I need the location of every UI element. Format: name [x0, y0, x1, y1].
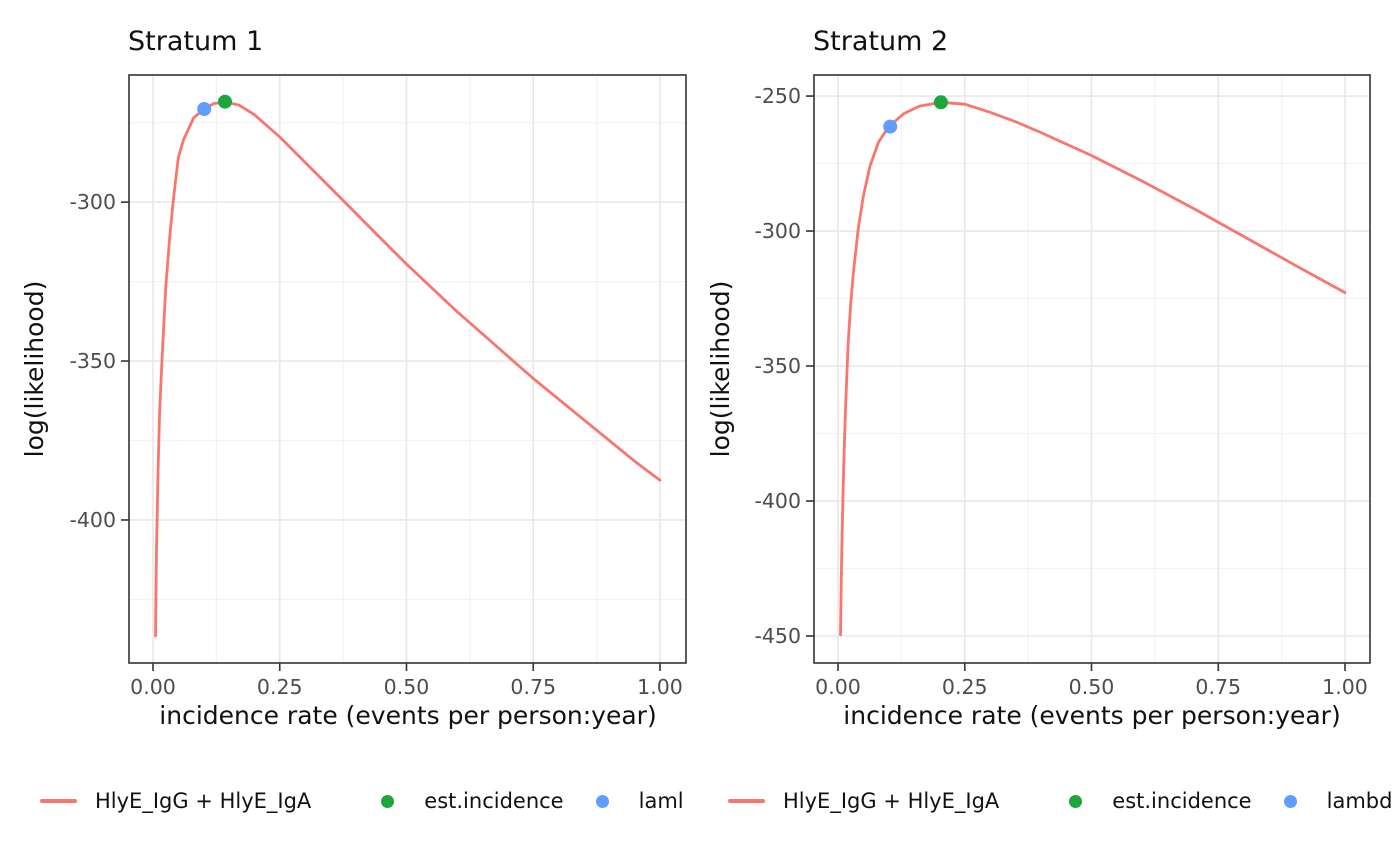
x-tick-label: 0.75 — [1195, 675, 1241, 699]
y-tick-label: -300 — [69, 190, 116, 214]
y-axis-label-right: log(likelihood) — [706, 280, 735, 458]
chart-title-stratum-1: Stratum 1 — [128, 26, 264, 57]
legend-point-swatch — [1283, 794, 1297, 808]
legend-entry-est-incidence: est.incidence — [1057, 789, 1252, 813]
marker-lambd — [883, 119, 898, 134]
legend-label: est.incidence — [1112, 789, 1252, 813]
marker-est-incidence — [217, 94, 232, 109]
legend-point-swatch — [1069, 794, 1083, 808]
x-tick-label: 0.50 — [1069, 675, 1115, 699]
plot-canvas: 0.00 0.25 0.50 0.75 1.00 -300 -350 -400 0.00 0.25… — [69, 74, 1371, 699]
legend-stratum-2: HlyE_IgG + HlyE_IgA est.incidence lambd — [728, 785, 1392, 817]
panel-1: 0.00 0.25 0.50 0.75 1.00 -300 -350 -400 — [69, 74, 687, 699]
x-tick-label: 0.50 — [384, 675, 430, 699]
legend-label: HlyE_IgG + HlyE_IgA — [783, 789, 1000, 813]
x-tick-label: 0.25 — [257, 675, 303, 699]
legend-entry-curve: HlyE_IgG + HlyE_IgA — [40, 789, 311, 813]
legend-entry-est-incidence: est.incidence — [369, 789, 564, 813]
likelihood-curve — [839, 100, 1347, 637]
y-tick-label: -400 — [754, 489, 801, 513]
legend-stratum-1: HlyE_IgG + HlyE_IgA est.incidence laml — [40, 785, 684, 817]
x-axis-label-right: incidence rate (events per person:year) — [843, 701, 1341, 730]
legend-line-swatch — [40, 799, 77, 803]
legend-label: laml — [638, 789, 684, 813]
x-axis: 0.00 0.25 0.50 0.75 1.00 — [130, 663, 683, 699]
legend-entry-curve: HlyE_IgG + HlyE_IgA — [728, 789, 999, 813]
x-axis-label-left: incidence rate (events per person:year) — [159, 701, 657, 730]
x-tick-label: 0.00 — [815, 675, 861, 699]
panel-border — [128, 74, 687, 664]
likelihood-curve — [154, 100, 662, 638]
y-tick-label: -350 — [754, 354, 801, 378]
y-tick-label: -300 — [754, 219, 801, 243]
y-tick-label: -450 — [754, 624, 801, 648]
y-axis: -250 -300 -350 -400 -450 — [754, 84, 814, 648]
legend-label: est.incidence — [424, 789, 564, 813]
y-tick-label: -250 — [754, 84, 801, 108]
chart-title-stratum-2: Stratum 2 — [813, 26, 949, 57]
grid-major — [129, 75, 686, 663]
legend-line-swatch — [728, 799, 765, 803]
panel-2: 0.00 0.25 0.50 0.75 1.00 -250 -300 -350 -400 -450 — [754, 74, 1371, 699]
x-tick-label: 1.00 — [1322, 675, 1368, 699]
legend-label: lambd — [1326, 789, 1393, 813]
y-tick-label: -350 — [69, 349, 116, 373]
x-tick-label: 1.00 — [637, 675, 683, 699]
x-axis: 0.00 0.25 0.50 0.75 1.00 — [815, 663, 1368, 699]
x-tick-label: 0.25 — [942, 675, 988, 699]
y-axis: -300 -350 -400 — [69, 190, 129, 532]
legend-entry-lambda: laml — [584, 789, 684, 813]
y-axis-label-left: log(likelihood) — [20, 280, 49, 458]
legend-point-swatch — [595, 794, 609, 808]
y-tick-label: -400 — [69, 508, 116, 532]
grid-minor — [129, 75, 686, 663]
marker-laml — [197, 102, 212, 117]
x-tick-label: 0.00 — [130, 675, 176, 699]
legend-row: HlyE_IgG + HlyE_IgA est.incidence laml H… — [0, 785, 1400, 817]
legend-entry-lambda: lambd — [1272, 789, 1393, 813]
legend-point-swatch — [381, 794, 395, 808]
marker-est-incidence — [933, 95, 948, 110]
x-tick-label: 0.75 — [510, 675, 556, 699]
grid-major — [814, 75, 1370, 663]
legend-label: HlyE_IgG + HlyE_IgA — [95, 789, 312, 813]
